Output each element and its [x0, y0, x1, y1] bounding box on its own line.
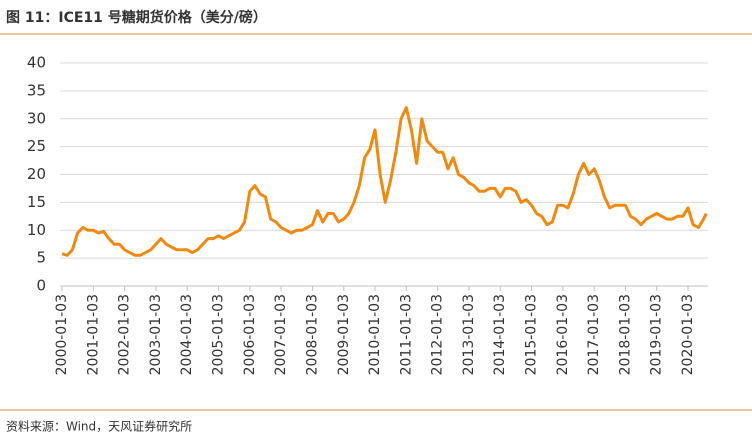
- x-tick-label: 2018-01-03: [617, 294, 633, 375]
- x-tick-label: 2001-01-03: [85, 294, 101, 375]
- x-tick-label: 2004-01-03: [179, 294, 195, 375]
- x-tick-label: 2005-01-03: [211, 294, 227, 375]
- x-tick-label: 2017-01-03: [586, 294, 602, 375]
- y-tick-label: 5: [36, 249, 46, 267]
- y-tick-label: 30: [27, 109, 46, 127]
- x-tick-label: 2008-01-03: [304, 294, 320, 375]
- x-tick-label: 2009-01-03: [336, 294, 352, 375]
- x-tick-label: 2019-01-03: [649, 294, 665, 375]
- y-tick-label: 35: [27, 81, 46, 99]
- y-tick-label: 40: [27, 54, 46, 72]
- y-tick-label: 25: [27, 137, 46, 155]
- x-tick-label: 2012-01-03: [430, 294, 446, 375]
- x-tick-label: 2006-01-03: [242, 294, 258, 375]
- source-note: 资料来源：Wind，天风证券研究所: [6, 419, 192, 434]
- price-line: [61, 106, 708, 257]
- chart-title: 图 11：ICE11 号糖期货价格（美分/磅）: [6, 9, 267, 26]
- x-tick-label: 2014-01-03: [492, 294, 508, 375]
- x-tick-label: 2003-01-03: [148, 294, 164, 375]
- x-tick-label: 2020-01-03: [680, 294, 696, 375]
- y-tick-label: 10: [27, 221, 46, 239]
- x-tick-label: 2002-01-03: [117, 294, 133, 375]
- x-tick-label: 2007-01-03: [273, 294, 289, 375]
- y-tick-label: 0: [36, 277, 46, 295]
- x-tick-label: 2000-01-03: [54, 294, 70, 375]
- y-tick-label: 20: [27, 165, 46, 183]
- x-tick-label: 2013-01-03: [461, 294, 477, 375]
- x-tick-label: 2011-01-03: [398, 294, 414, 375]
- y-tick-label: 15: [27, 193, 46, 211]
- x-tick-label: 2016-01-03: [555, 294, 571, 375]
- x-tick-label: 2015-01-03: [524, 294, 540, 375]
- x-tick-label: 2010-01-03: [367, 294, 383, 375]
